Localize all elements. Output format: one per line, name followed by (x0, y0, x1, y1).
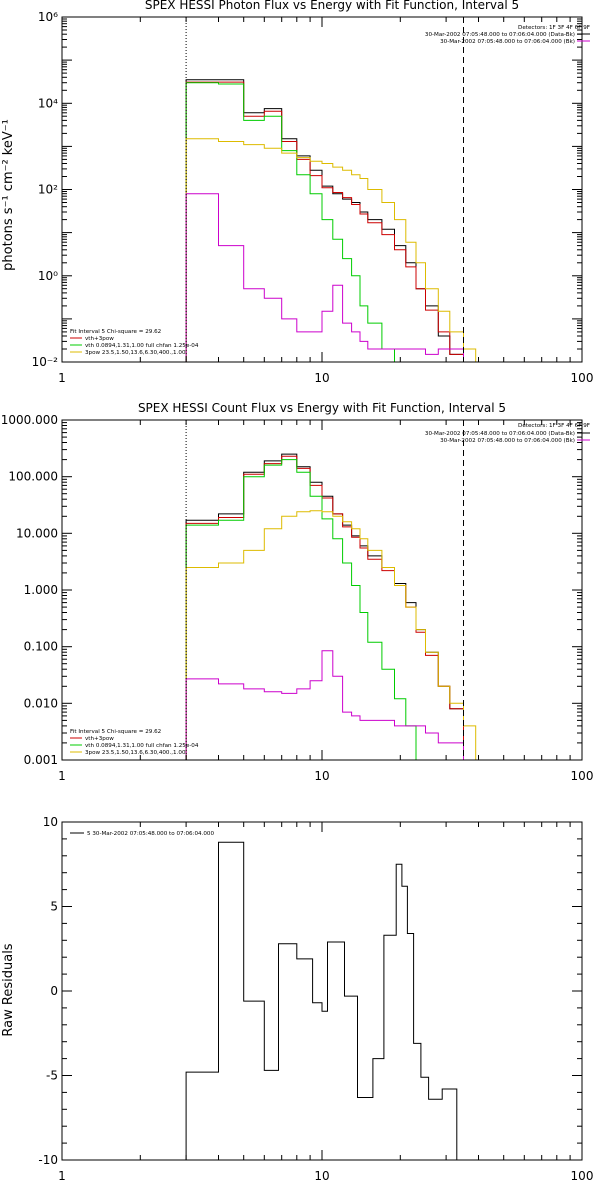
legend-data-bk: 30-Mar-2002 07:05:48.000 to 07:06:04.000… (425, 431, 575, 437)
legend-data-bk: 30-Mar-2002 07:05:48.000 to 07:06:04.000… (425, 32, 575, 38)
residuals-panel: Raw Residuals 1 10 100 -10 -5 0 5 10 5 30-Mar-2… (1, 815, 593, 1183)
series-group (185, 453, 487, 760)
series-line-vth-3pow (185, 81, 464, 362)
y-tick-label: 1000.000 (1, 413, 58, 427)
x-tick-label: 1 (58, 769, 66, 783)
legend-fit-interval: Fit Interval 5 Chi-square = 29.62 (70, 729, 161, 735)
plot-frame (61, 16, 583, 363)
photon-flux-panel: SPEX HESSI Photon Flux vs Energy with Fi… (1, 0, 593, 385)
count-legend-bottom: Fit Interval 5 Chi-square = 29.62 vth+3p… (70, 729, 199, 756)
photon-plot-area: 1 10 100 10⁻² 10⁰ 10² 10⁴ 10⁶ (32, 10, 594, 385)
series-line-series (185, 841, 458, 1160)
y-tick-label: 10⁻² (32, 355, 59, 369)
legend-vth: vth 0.0894,1.31,1.00 full chfan 1.25e-04 (85, 343, 199, 349)
series-line-3pow (185, 138, 487, 362)
count-legend-top: Detectors: 1F 3F 4F 6F 9F 30-Mar-2002 07… (425, 423, 590, 444)
x-tick-label: 1 (58, 1169, 66, 1183)
series-line-vth (185, 459, 426, 760)
x-tick-label: 100 (571, 1169, 594, 1183)
series-group (185, 79, 487, 362)
x-tick-label: 100 (571, 769, 594, 783)
y-tick-label: 10⁶ (38, 10, 58, 24)
series-line-data-bk (185, 453, 464, 760)
y-tick-label: -5 (46, 1069, 58, 1083)
legend-3pow: 3pow 23.5,1.50,13.6,6.30,400.,1.00 (85, 750, 186, 756)
y-tick-label: 10 (43, 815, 58, 829)
legend-vth-3pow: vth+3pow (85, 336, 114, 342)
photon-legend-bottom: Fit Interval 5 Chi-square = 29.62 vth+3p… (70, 329, 199, 356)
series-line-vth-3pow (185, 455, 464, 760)
legend-vth-3pow: vth+3pow (85, 736, 114, 742)
x-tick-label: 10 (314, 1169, 329, 1183)
residuals-legend: 5 30-Mar-2002 07:05:48.000 to 07:06:04.0… (70, 831, 214, 837)
y-tick-label: 0.010 (24, 696, 58, 710)
y-axis-label: photons s⁻¹ cm⁻² keV⁻¹ (1, 119, 16, 271)
x-tick-label: 1 (58, 371, 66, 385)
x-tick-label: 10 (314, 769, 329, 783)
legend-bk: 30-Mar-2002 07:05:48.000 to 07:06:04.000… (440, 438, 575, 444)
legend-detectors: Detectors: 1F 3F 4F 6F 9F (518, 25, 590, 31)
legend-residuals: 5 30-Mar-2002 07:05:48.000 to 07:06:04.0… (87, 831, 214, 837)
y-tick-label: 0.001 (24, 753, 58, 767)
plot-frame (61, 419, 583, 761)
y-tick-label: -10 (38, 1153, 58, 1167)
legend-3pow: 3pow 23.5,1.50,13.6,6.30,400.,1.00 (85, 350, 186, 356)
count-plot-area: 1 10 100 0.001 0.010 0.100 1.000 10.000 100.000 1… (1, 413, 594, 783)
series-line-vth (185, 82, 426, 362)
y-tick-label: 10⁰ (38, 269, 58, 283)
y-tick-label: 0.100 (24, 640, 58, 654)
photon-legend-top: Detectors: 1F 3F 4F 6F 9F 30-Mar-2002 07… (425, 25, 590, 45)
series-line-bk (185, 193, 464, 362)
series-line-bk (185, 650, 464, 760)
legend-fit-interval: Fit Interval 5 Chi-square = 29.62 (70, 329, 161, 335)
y-tick-label: 0 (50, 984, 58, 998)
count-flux-panel: SPEX HESSI Count Flux vs Energy with Fit… (1, 401, 594, 783)
plot-frame (61, 821, 583, 1161)
y-tick-label: 10.000 (16, 526, 58, 540)
residuals-plot-area: 1 10 100 -10 -5 0 5 10 (38, 815, 593, 1183)
series-line-data-bk (185, 79, 464, 362)
legend-bk: 30-Mar-2002 07:05:48.000 to 07:06:04.000… (440, 39, 575, 45)
series-line-3pow (185, 510, 487, 760)
y-tick-label: 10⁴ (38, 96, 58, 110)
y-tick-label: 5 (50, 900, 58, 914)
y-tick-label: 10² (38, 183, 58, 197)
y-axis-label: Raw Residuals (1, 943, 16, 1036)
series-group (185, 841, 458, 1160)
legend-vth: vth 0.0894,1.31,1.00 full chfan 1.25e-04 (85, 743, 199, 749)
x-tick-label: 100 (571, 371, 594, 385)
chart-title: SPEX HESSI Photon Flux vs Energy with Fi… (145, 0, 519, 12)
y-tick-label: 1.000 (24, 583, 58, 597)
legend-detectors: Detectors: 1F 3F 4F 6F 9F (518, 423, 590, 429)
chart-title: SPEX HESSI Count Flux vs Energy with Fit… (138, 401, 506, 415)
y-tick-label: 100.000 (8, 470, 58, 484)
x-tick-label: 10 (314, 371, 329, 385)
